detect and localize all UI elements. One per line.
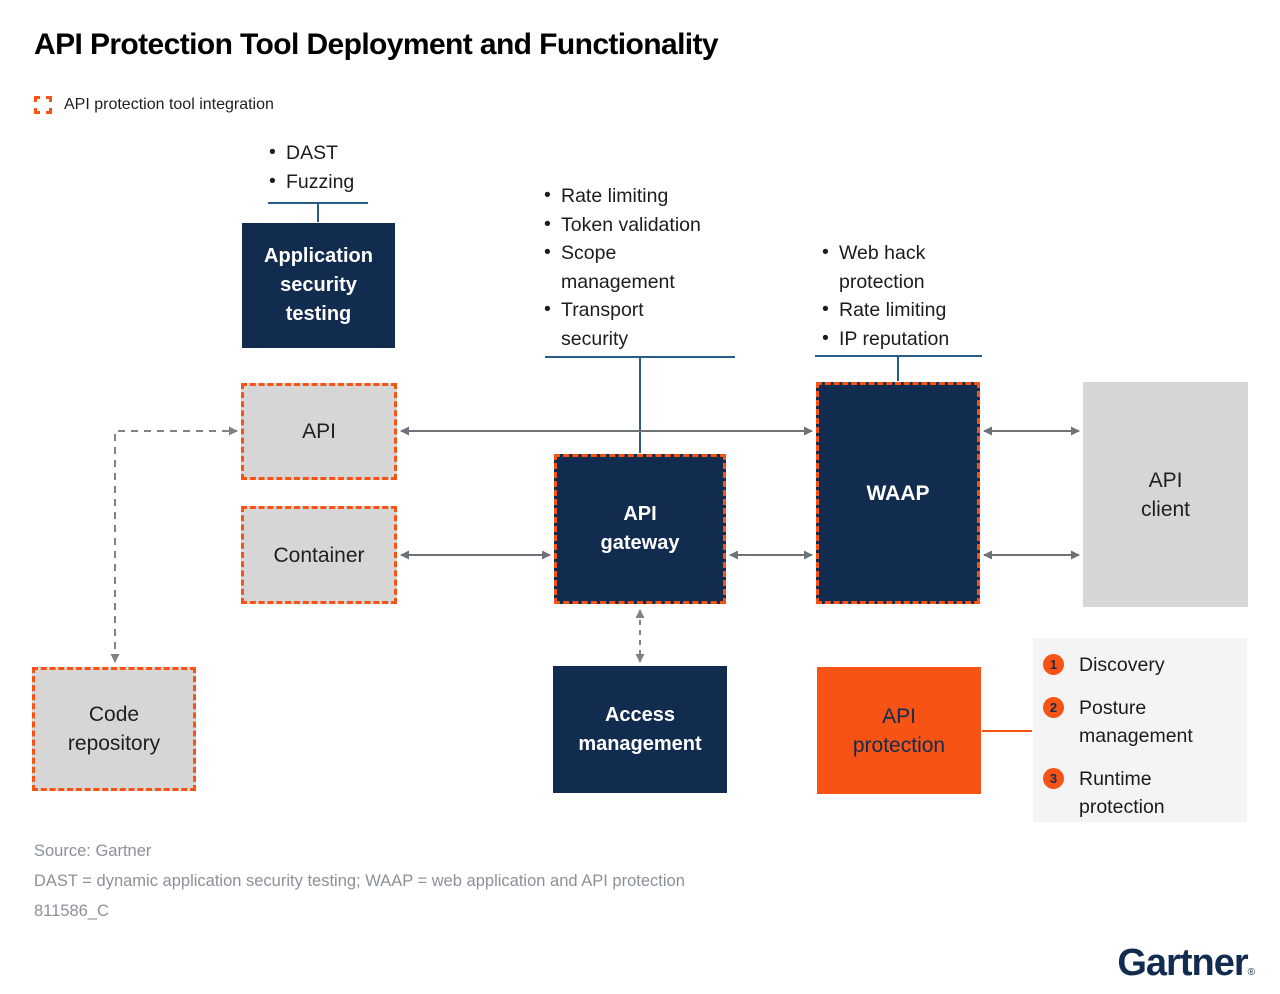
box-label: Access management	[578, 703, 702, 755]
abbreviation-note: DAST = dynamic application security test…	[34, 872, 685, 890]
capability-label: Posture management	[1079, 697, 1193, 747]
dashed-square-icon	[34, 96, 52, 114]
page-title: API Protection Tool Deployment and Funct…	[34, 28, 719, 61]
box-label: API gateway	[600, 503, 680, 554]
waap-annotation-connector	[815, 355, 982, 381]
capability-label: Runtime protection	[1079, 768, 1165, 818]
gartner-logo: Gartner®	[1117, 942, 1255, 985]
number-badge: 2	[1043, 697, 1064, 718]
box-label: API protection	[852, 704, 946, 757]
api-protection-box: API protection	[817, 667, 981, 794]
ast-annotation-list: DAST Fuzzing	[268, 138, 398, 197]
registered-mark: ®	[1247, 967, 1255, 978]
waap-annotation-list: Web hack protection Rate limiting IP rep…	[821, 238, 953, 354]
list-item: Rate limiting	[821, 295, 953, 325]
application-security-testing-box: Application security testing	[242, 223, 395, 348]
list-item: DAST	[268, 138, 398, 168]
gateway-annotation-list: Rate limiting Token validation Scope man…	[543, 181, 703, 353]
list-item: Web hack protection	[821, 238, 953, 296]
dashed-arrows	[110, 426, 645, 663]
list-item: Rate limiting	[543, 181, 703, 211]
data-flow-arrows	[400, 426, 1080, 560]
capability-item: 1 Discovery	[1043, 651, 1247, 679]
code-repository-box: Code repository	[32, 667, 196, 791]
box-label: Code repository	[67, 703, 161, 755]
waap-box: WAAP	[816, 382, 980, 604]
source-note: Source: Gartner	[34, 842, 152, 860]
arrow-code-repository-api	[110, 426, 238, 663]
api-protection-capabilities-panel: 1 Discovery 2 Posture management 3 Runti…	[1033, 638, 1247, 822]
list-item: Transport security	[543, 295, 703, 353]
capability-item: 3 Runtime protection	[1043, 765, 1247, 821]
gateway-annotation-connector	[545, 356, 735, 453]
capability-label: Discovery	[1079, 654, 1165, 676]
box-label: API client	[1140, 468, 1191, 521]
box-label: WAAP	[866, 481, 930, 505]
footer: Source: Gartner DAST = dynamic applicati…	[34, 836, 685, 926]
access-management-box: Access management	[553, 666, 727, 793]
list-item: Token validation	[543, 210, 703, 240]
list-item: Scope management	[543, 238, 703, 296]
number-badge: 3	[1043, 768, 1064, 789]
box-label: Application security testing	[264, 245, 373, 325]
list-item: IP reputation	[821, 324, 953, 354]
api-client-box: API client	[1083, 382, 1248, 607]
logo-text: Gartner	[1117, 942, 1248, 984]
legend: API protection tool integration	[34, 96, 274, 114]
capability-item: 2 Posture management	[1043, 694, 1247, 750]
api-gateway-box: API gateway	[554, 454, 726, 604]
annotation-connectors	[268, 202, 982, 453]
document-id: 811586_C	[34, 902, 109, 920]
number-badge: 1	[1043, 654, 1064, 675]
box-label: Container	[273, 543, 365, 567]
api-box: API	[241, 383, 397, 480]
legend-label: API protection tool integration	[64, 96, 274, 113]
list-item: Fuzzing	[268, 167, 398, 197]
container-box: Container	[241, 506, 397, 604]
ast-annotation-connector	[268, 202, 368, 222]
box-label: API	[302, 420, 336, 443]
